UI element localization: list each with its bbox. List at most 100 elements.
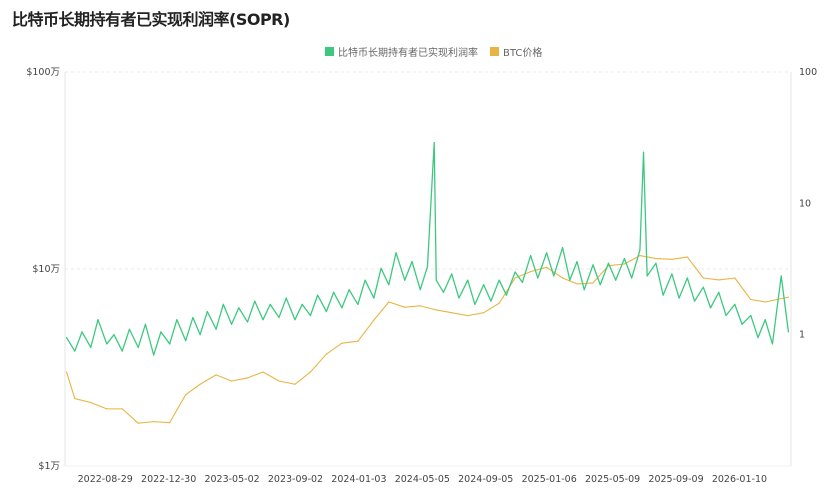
- btc-price-point: [686, 256, 688, 258]
- legend-label-sopr: 比特币长期持有者已实现利润率: [338, 48, 478, 59]
- sopr-point: [514, 271, 516, 273]
- x-tick-label: 2023-09-02: [268, 474, 323, 485]
- sopr-point: [285, 297, 287, 299]
- chart-title: 比特币长期持有者已实现利润率(SOPR): [12, 10, 290, 29]
- sopr-point: [686, 277, 688, 279]
- sopr-point: [185, 340, 187, 342]
- btc-price-point: [65, 371, 68, 373]
- sopr-point: [702, 286, 704, 288]
- sopr-point: [262, 319, 264, 321]
- y-right-tick-label: 10: [799, 198, 811, 209]
- sopr-point: [483, 284, 485, 286]
- x-tick-label: 2026-01-10: [712, 474, 767, 485]
- sopr-point: [144, 323, 147, 325]
- sopr-point: [169, 343, 171, 345]
- sopr-point: [583, 289, 585, 291]
- sopr-point: [113, 334, 115, 336]
- btc-price-point: [153, 421, 155, 423]
- sopr-point: [655, 262, 657, 264]
- btc-price-point: [388, 301, 390, 303]
- y-right-tick-label: 100: [799, 67, 817, 78]
- btc-price-point: [199, 383, 201, 385]
- btc-price-point: [74, 397, 76, 400]
- sopr-point: [678, 297, 680, 299]
- sopr-point: [97, 319, 99, 321]
- sopr-point: [395, 252, 397, 254]
- sopr-point: [599, 284, 601, 286]
- sopr-point: [451, 273, 453, 275]
- sopr-point: [709, 307, 712, 309]
- sopr-point: [357, 303, 359, 306]
- sopr-point: [646, 275, 648, 277]
- btc-price-point: [169, 422, 171, 424]
- sopr-point: [128, 328, 131, 330]
- btc-price-point: [419, 305, 421, 307]
- sopr-point: [278, 316, 280, 319]
- btc-price-point: [734, 277, 736, 279]
- sopr-point: [623, 257, 626, 260]
- legend-item-sopr[interactable]: 比特币长期持有者已实现利润率: [325, 44, 478, 59]
- x-tick-label: 2024-09-05: [458, 474, 513, 485]
- sopr-point: [199, 334, 201, 336]
- btc-price-point: [341, 342, 343, 344]
- x-tick-label: 2022-08-29: [78, 474, 133, 485]
- sopr-point: [569, 279, 571, 281]
- btc-price-point: [373, 319, 375, 321]
- btc-price-point: [404, 306, 406, 308]
- sopr-point: [348, 289, 350, 291]
- sopr-point: [771, 343, 774, 345]
- sopr-point: [317, 294, 319, 296]
- btc-price-point: [294, 383, 296, 385]
- y-left-tick-label: $10万: [32, 264, 60, 275]
- sopr-point: [230, 323, 233, 325]
- sopr-point: [153, 354, 155, 356]
- x-tick-label: 2023-05-02: [204, 474, 259, 485]
- sopr-point: [607, 262, 610, 264]
- sopr-point: [642, 151, 645, 153]
- sopr-point: [545, 252, 548, 254]
- x-tick-label: 2022-12-30: [141, 474, 196, 485]
- legend-swatch-btc: [490, 47, 499, 56]
- sopr-point: [458, 297, 460, 299]
- btc-price-point: [278, 380, 280, 382]
- btc-price-point: [137, 422, 139, 424]
- sopr-point: [81, 331, 83, 333]
- btc-price-point: [655, 257, 657, 260]
- btc-price-point: [106, 408, 108, 410]
- sopr-point: [615, 279, 617, 281]
- sopr-point: [222, 303, 224, 306]
- sopr-point: [380, 267, 382, 269]
- sopr-point: [750, 314, 752, 317]
- x-tick-label: 2025-01-06: [522, 474, 577, 485]
- btc-price-point: [530, 271, 532, 273]
- sopr-point: [787, 331, 790, 333]
- sopr-point: [561, 247, 564, 249]
- legend-item-btc[interactable]: BTC价格: [490, 44, 542, 59]
- sopr-point: [537, 277, 539, 279]
- btc-price-point: [467, 315, 469, 317]
- sopr-point: [192, 316, 194, 319]
- sopr-point: [631, 277, 633, 279]
- sopr-point: [411, 261, 413, 263]
- sopr-point: [294, 319, 296, 321]
- legend-swatch-sopr: [325, 47, 334, 56]
- sopr-point: [734, 303, 736, 306]
- sopr-point: [419, 289, 421, 291]
- btc-price-point: [185, 394, 187, 396]
- sopr-point: [764, 319, 766, 321]
- y-left-tick-label: $1万: [38, 461, 60, 472]
- sopr-point: [671, 273, 673, 275]
- sopr-point: [333, 291, 335, 293]
- sopr-point: [74, 350, 76, 352]
- btc-price-point: [718, 279, 720, 281]
- btc-price-point: [246, 377, 249, 379]
- sopr-point: [301, 303, 303, 306]
- sopr-point: [246, 321, 249, 323]
- y-right-tick-label: 1: [799, 330, 805, 341]
- btc-price-point: [357, 340, 359, 342]
- btc-price-point: [639, 254, 641, 257]
- sopr-point: [718, 291, 720, 293]
- btc-price-point: [545, 266, 548, 268]
- sopr-point: [741, 323, 743, 325]
